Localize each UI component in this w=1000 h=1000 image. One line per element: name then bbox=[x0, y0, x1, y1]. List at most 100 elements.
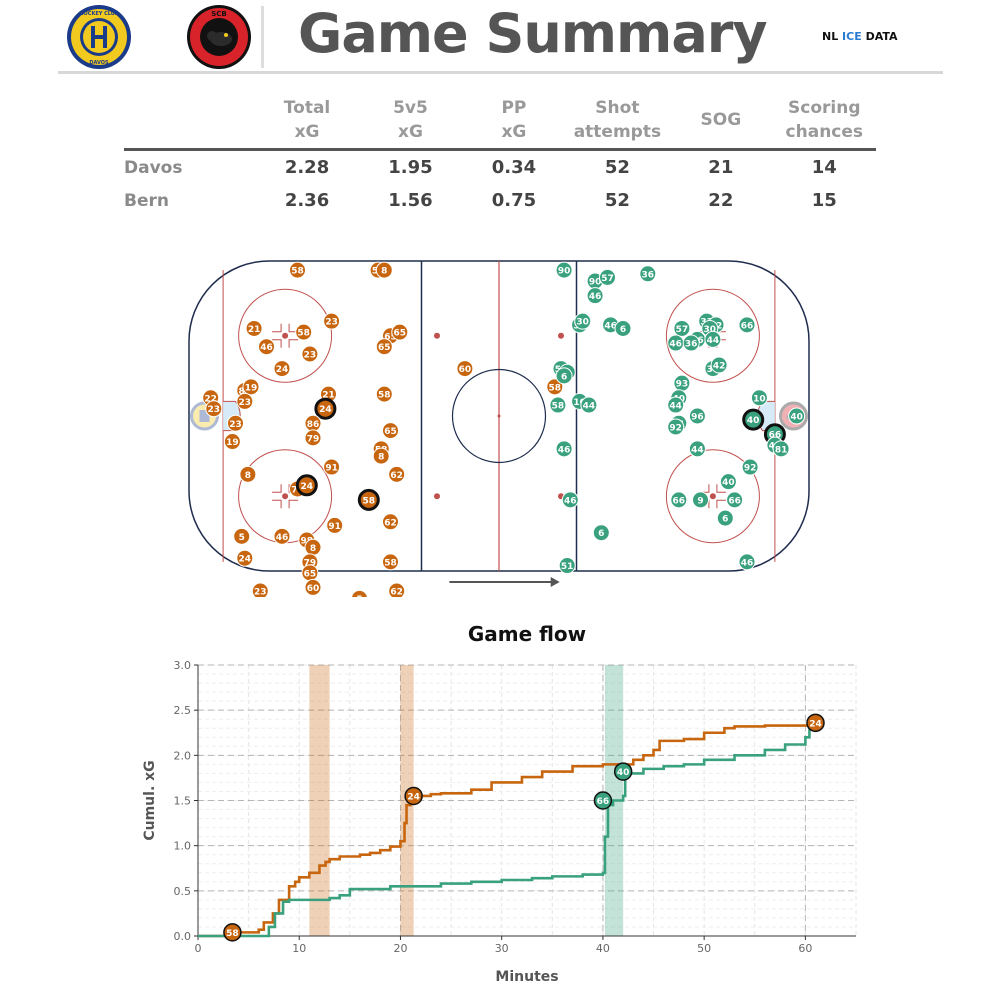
stat-cell: 1.95 bbox=[388, 157, 433, 178]
bern-shot-dot bbox=[549, 396, 567, 414]
bern-shot: 40 bbox=[788, 407, 806, 425]
goal-marker-label: 40 bbox=[617, 768, 630, 778]
davos-shot: 23 bbox=[301, 345, 319, 363]
bern-shot-label: 96 bbox=[691, 413, 704, 423]
bern-shot-label: 10 bbox=[753, 394, 766, 404]
bern-shot: 44 bbox=[667, 396, 685, 414]
goal-marker-label: 24 bbox=[407, 792, 420, 802]
bern-shot-label: 90 bbox=[558, 267, 571, 277]
bern-shot: 46 bbox=[738, 553, 756, 571]
bern-shot-label: 66 bbox=[741, 321, 754, 331]
bern-shot: 44 bbox=[704, 330, 722, 348]
game-flow-chart: Game flow 0 10 20 30 40 50 60 0.0 0.5 1.0 1.5 2.0 2.5… bbox=[142, 622, 857, 985]
davos-shot-label: 23 bbox=[325, 318, 338, 328]
bern-shot: 46 bbox=[667, 334, 685, 352]
davos-shot-label: 23 bbox=[208, 405, 221, 415]
bern-shot-dot bbox=[667, 396, 685, 414]
y-tick-label: 1.5 bbox=[174, 795, 192, 808]
bern-shot-dot bbox=[574, 312, 592, 330]
davos-shot-dot bbox=[301, 345, 319, 363]
davos-shot: 46 bbox=[258, 338, 275, 356]
penalty-band bbox=[309, 665, 330, 936]
bern-shot-label: 46 bbox=[589, 292, 602, 302]
bern-shot-dot bbox=[639, 265, 657, 283]
davos-shot-dot bbox=[295, 474, 318, 497]
davos-shot: 60 bbox=[304, 578, 322, 596]
stats-header-total-xg: Total xG bbox=[283, 98, 331, 142]
x-tick-label: 60 bbox=[798, 942, 812, 955]
davos-shot-dot bbox=[289, 261, 306, 279]
bern-shot: 51 bbox=[558, 557, 576, 575]
x-tick-label: 40 bbox=[596, 942, 610, 955]
bern-shot: 46 bbox=[586, 287, 604, 305]
away-logo-text: SCB bbox=[211, 10, 227, 18]
bern-shot-label: 6 bbox=[598, 529, 604, 539]
davos-shot: 23 bbox=[323, 312, 341, 330]
bern-shot-dot bbox=[710, 356, 728, 374]
davos-shot-label: 46 bbox=[276, 533, 289, 543]
hash-mark bbox=[288, 323, 299, 333]
davos-shot-dot bbox=[258, 338, 275, 356]
hash-mark bbox=[288, 339, 299, 348]
stats-header-5v5-xg: 5v5 xG bbox=[393, 98, 428, 142]
bern-shot: 10 bbox=[750, 389, 768, 407]
davos-shot-label: 24 bbox=[239, 555, 252, 565]
bern-shot-dot bbox=[692, 491, 709, 509]
bern-shot-dot bbox=[592, 524, 610, 542]
davos-shot-label: 22 bbox=[204, 394, 217, 404]
team-name: Bern bbox=[124, 190, 169, 211]
bern-shot-label: 44 bbox=[583, 402, 596, 412]
davos-shot: 60 bbox=[456, 360, 474, 378]
davos-shot-label: 58 bbox=[291, 267, 304, 277]
bern-shot-dot bbox=[555, 367, 573, 385]
x-tick-label: 30 bbox=[495, 942, 509, 955]
neutral-faceoff-dot bbox=[558, 332, 564, 339]
davos-shot-label: 8 bbox=[245, 471, 251, 481]
bern-shot: 6 bbox=[555, 367, 573, 385]
davos-shot-dot bbox=[236, 392, 254, 410]
davos-shot: 23 bbox=[236, 392, 254, 410]
bern-shot: 9 bbox=[692, 491, 709, 509]
davos-shot-label: 79 bbox=[304, 558, 317, 568]
bern-shot: 40 bbox=[742, 408, 765, 431]
y-tick-label: 0.0 bbox=[174, 930, 192, 943]
bern-shot: 6 bbox=[716, 509, 734, 527]
x-tick-label: 20 bbox=[393, 942, 407, 955]
davos-shot-dot bbox=[245, 319, 263, 337]
stat-cell: 0.75 bbox=[491, 190, 537, 211]
brand-label: NL ICE DATA bbox=[822, 30, 898, 43]
davos-shot-dot bbox=[239, 465, 257, 483]
bern-shot: 6 bbox=[592, 524, 610, 542]
bern-shot-label: 44 bbox=[669, 402, 682, 412]
davos-shot: 19 bbox=[223, 433, 241, 451]
davos-shot-dot bbox=[391, 323, 409, 341]
bern-shot-label: 81 bbox=[775, 445, 788, 455]
stats-header-spacer bbox=[124, 92, 255, 148]
stats-header-row: Total xG 5v5 xG PP xG Shot attempts SOG … bbox=[124, 92, 876, 151]
davos-shot-dot bbox=[382, 513, 399, 531]
bern-shot: 92 bbox=[667, 418, 685, 436]
bern-shot: 57 bbox=[673, 319, 691, 337]
stat-cell: 52 bbox=[604, 190, 630, 211]
davos-shot: 24 bbox=[295, 474, 318, 497]
davos-shot-dot bbox=[236, 549, 254, 567]
brand-accent: ICE bbox=[842, 30, 862, 43]
davos-shot: 46 bbox=[273, 527, 291, 545]
stat-cell: 22 bbox=[708, 190, 734, 211]
bern-shot-dot bbox=[586, 287, 604, 305]
davos-shot: 23 bbox=[227, 414, 244, 432]
bern-shot: 57 bbox=[599, 268, 616, 286]
bern-shot-dot bbox=[716, 509, 734, 527]
stat-cell: 0.34 bbox=[491, 157, 537, 178]
davos-shot: 58 bbox=[375, 385, 393, 403]
stats-header-shot-attempts: Shot attempts bbox=[573, 98, 662, 142]
davos-shot: 62 bbox=[382, 513, 399, 531]
davos-shot-label: 24 bbox=[301, 482, 314, 492]
davos-shot-label: 91 bbox=[325, 464, 338, 474]
bern-shot-label: 51 bbox=[561, 562, 574, 572]
davos-shot-label: 46 bbox=[260, 343, 273, 353]
home-logo-text-bottom: DAVOS bbox=[89, 60, 109, 66]
davos-shot-dot bbox=[323, 458, 341, 476]
davos-shot: 65 bbox=[382, 422, 399, 440]
bern-shot: 30 bbox=[574, 312, 592, 330]
